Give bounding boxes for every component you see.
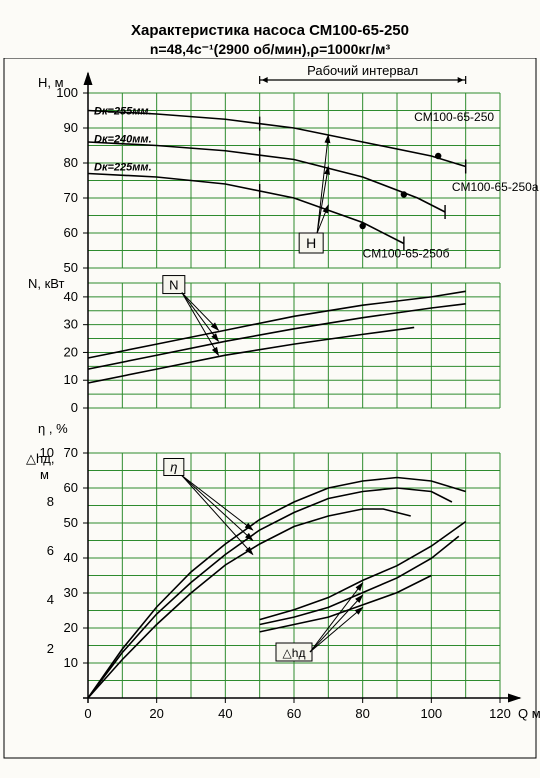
svg-text:60: 60	[64, 480, 78, 495]
svg-text:η: η	[170, 460, 177, 475]
svg-text:10: 10	[40, 445, 54, 460]
svg-text:0: 0	[84, 706, 91, 721]
svg-text:4: 4	[47, 592, 54, 607]
svg-text:20: 20	[64, 344, 78, 359]
svg-text:N: N	[169, 278, 178, 293]
svg-text:60: 60	[64, 225, 78, 240]
svg-text:η , %: η , %	[38, 421, 68, 436]
chart-title: Характеристика насоса СМ100-65-250	[0, 0, 540, 39]
svg-text:40: 40	[64, 289, 78, 304]
svg-text:70: 70	[64, 445, 78, 460]
svg-text:△hд: △hд	[283, 646, 306, 660]
svg-text:N, кВт: N, кВт	[28, 276, 65, 291]
svg-text:100: 100	[56, 85, 78, 100]
svg-text:Q м³/ч: Q м³/ч	[518, 706, 540, 721]
pump-chart: 020406080100120Q м³/чН, м5060708090100Ра…	[0, 58, 540, 768]
svg-text:м: м	[40, 467, 49, 482]
chart-subtitle: n=48,4с⁻¹(2900 об/мин),ρ=1000кг/м³	[0, 41, 540, 58]
svg-text:50: 50	[64, 515, 78, 530]
svg-text:10: 10	[64, 372, 78, 387]
svg-text:70: 70	[64, 190, 78, 205]
svg-text:Рабочий интервал: Рабочий интервал	[307, 63, 418, 78]
svg-text:10: 10	[64, 655, 78, 670]
svg-text:20: 20	[64, 620, 78, 635]
svg-text:80: 80	[355, 706, 369, 721]
svg-text:40: 40	[218, 706, 232, 721]
svg-text:Dк=225мм.: Dк=225мм.	[94, 162, 152, 174]
svg-text:6: 6	[47, 543, 54, 558]
svg-text:СМ100-65-250: СМ100-65-250	[414, 110, 494, 124]
svg-text:50: 50	[64, 260, 78, 275]
svg-text:0: 0	[71, 400, 78, 415]
svg-text:120: 120	[489, 706, 511, 721]
svg-text:2: 2	[47, 641, 54, 656]
svg-text:100: 100	[420, 706, 442, 721]
svg-text:80: 80	[64, 155, 78, 170]
svg-text:20: 20	[149, 706, 163, 721]
svg-text:90: 90	[64, 120, 78, 135]
svg-text:СМ100-65-250б: СМ100-65-250б	[363, 247, 450, 261]
svg-text:30: 30	[64, 317, 78, 332]
svg-text:30: 30	[64, 585, 78, 600]
svg-text:60: 60	[287, 706, 301, 721]
svg-text:Н: Н	[306, 235, 316, 251]
svg-text:40: 40	[64, 550, 78, 565]
svg-text:8: 8	[47, 494, 54, 509]
svg-text:СМ100-65-250а: СМ100-65-250а	[452, 180, 539, 194]
